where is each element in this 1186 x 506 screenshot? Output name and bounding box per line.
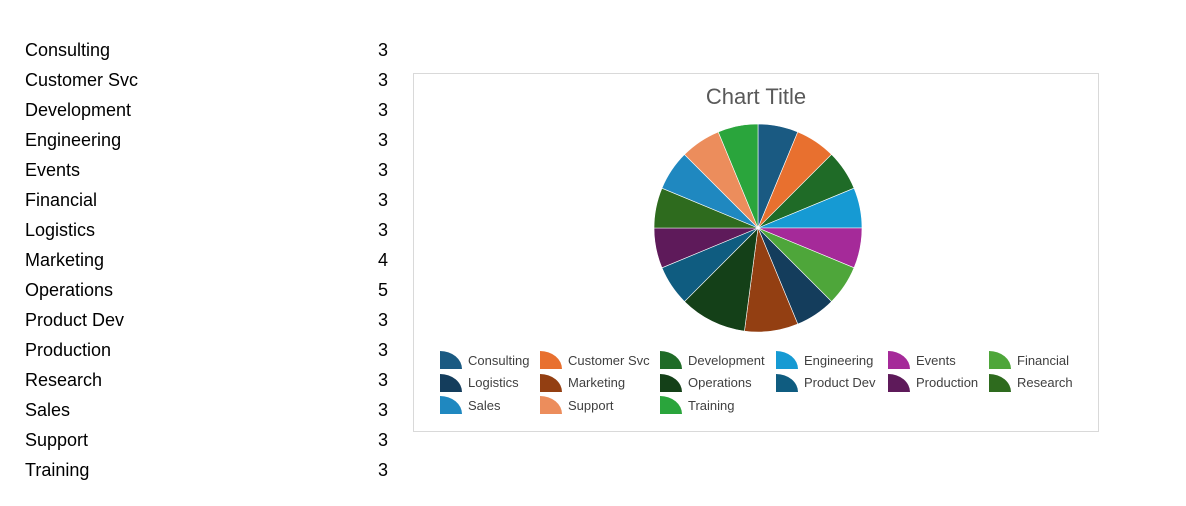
legend-label: Financial <box>1017 352 1070 368</box>
legend-item: Development <box>660 349 765 371</box>
legend-label: Logistics <box>468 375 519 390</box>
row-label: Customer Svc <box>25 70 139 90</box>
legend-swatch <box>540 373 562 392</box>
legend-swatch <box>888 373 910 392</box>
table-row: Marketing 4 <box>0 245 400 275</box>
table-row: Sales 3 <box>0 395 400 425</box>
row-label: Development <box>25 100 132 120</box>
row-value: 4 <box>377 250 388 270</box>
row-label: Training <box>25 460 90 480</box>
legend-swatch <box>440 396 462 414</box>
row-label: Production <box>25 340 112 360</box>
legend-item: Events <box>888 349 956 371</box>
legend-label: Operations <box>688 375 752 390</box>
legend-label: Production <box>916 375 979 390</box>
row-value: 3 <box>377 40 388 60</box>
row-label: Research <box>25 370 103 390</box>
legend-swatch <box>776 351 798 369</box>
legend-swatch <box>660 373 682 392</box>
legend-label: Research <box>1017 375 1073 390</box>
pie-plot-area <box>653 123 863 333</box>
legend-swatch <box>440 351 462 369</box>
legend-label: Sales <box>468 397 501 413</box>
legend-label: Engineering <box>804 352 874 368</box>
row-label: Support <box>25 430 89 450</box>
legend-swatch <box>660 351 682 369</box>
legend-item: Engineering <box>776 349 873 371</box>
legend-swatch <box>888 351 910 369</box>
chart-title: Chart Title <box>705 84 807 109</box>
row-value: 3 <box>377 220 388 240</box>
table-row: Product Dev 3 <box>0 305 400 335</box>
row-value: 3 <box>377 190 388 210</box>
legend-label: Customer Svc <box>568 352 650 368</box>
legend-item: Production <box>888 372 978 394</box>
row-value: 3 <box>377 130 388 150</box>
row-value: 3 <box>377 400 388 420</box>
legend-label: Consulting <box>468 352 530 368</box>
legend-swatch <box>989 373 1011 392</box>
legend-item: Consulting <box>440 349 529 371</box>
legend-item: Financial <box>989 349 1069 371</box>
legend-item: Logistics <box>440 372 519 394</box>
legend-swatch <box>540 396 562 414</box>
legend-swatch <box>989 351 1011 369</box>
legend-item: Customer Svc <box>540 349 650 371</box>
table-row: Training 3 <box>0 455 400 485</box>
row-label: Sales <box>25 400 71 420</box>
row-label: Financial <box>25 190 98 210</box>
legend-label: Events <box>916 352 956 368</box>
row-label: Product Dev <box>25 310 125 330</box>
legend-swatch <box>776 373 798 392</box>
table-row: Operations 5 <box>0 275 400 305</box>
table-row: Financial 3 <box>0 185 400 215</box>
row-value: 3 <box>377 100 388 120</box>
legend-label: Marketing <box>568 375 626 390</box>
table-row: Customer Svc 3 <box>0 65 400 95</box>
table-row: Events 3 <box>0 155 400 185</box>
pie-slice-operations <box>684 227 759 332</box>
row-value: 3 <box>377 310 388 330</box>
row-label: Marketing <box>25 250 105 270</box>
row-label: Operations <box>25 280 114 300</box>
data-table: Consulting 3 Customer Svc 3 Development 3 Engi… <box>0 35 400 485</box>
row-value: 5 <box>377 280 388 300</box>
pie-chart: Chart Title Consulting Customer Svc Develo… <box>413 73 1099 432</box>
legend-item: Marketing <box>540 372 625 394</box>
row-value: 3 <box>377 70 388 90</box>
legend-item: Sales <box>440 394 501 416</box>
row-value: 3 <box>377 160 388 180</box>
row-label: Consulting <box>25 40 111 60</box>
legend-label: Product Dev <box>804 375 876 390</box>
legend-item: Training <box>660 394 734 416</box>
row-value: 3 <box>377 430 388 450</box>
legend-item: Support <box>540 394 614 416</box>
table-row: Support 3 <box>0 425 400 455</box>
legend-swatch <box>660 396 682 414</box>
legend-label: Training <box>688 397 735 413</box>
row-label: Logistics <box>25 220 96 240</box>
pie-slice-training <box>717 123 759 229</box>
legend-item: Operations <box>660 372 752 394</box>
table-row: Engineering 3 <box>0 125 400 155</box>
legend-label: Support <box>568 397 614 413</box>
table-row: Consulting 3 <box>0 35 400 65</box>
legend-swatch <box>440 373 462 392</box>
legend-label: Development <box>688 352 765 368</box>
row-value: 3 <box>377 340 388 360</box>
table-row: Production 3 <box>0 335 400 365</box>
table-row: Research 3 <box>0 365 400 395</box>
legend-swatch <box>540 351 562 369</box>
legend-item: Research <box>989 372 1073 394</box>
legend-item: Product Dev <box>776 372 876 394</box>
row-label: Events <box>25 160 81 180</box>
row-label: Engineering <box>25 130 122 150</box>
row-value: 3 <box>377 460 388 480</box>
row-value: 3 <box>377 370 388 390</box>
table-row: Development 3 <box>0 95 400 125</box>
table-row: Logistics 3 <box>0 215 400 245</box>
